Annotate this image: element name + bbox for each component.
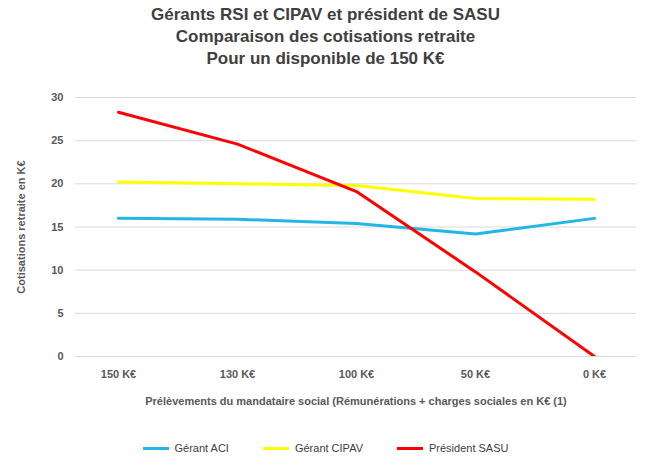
svg-text:10: 10 bbox=[51, 264, 63, 276]
svg-text:Prélèvements du mandataire soc: Prélèvements du mandataire social (Rémun… bbox=[145, 395, 567, 407]
svg-text:15: 15 bbox=[51, 221, 63, 233]
html-text:Président SASU: Président SASU bbox=[429, 442, 509, 454]
svg-text:30: 30 bbox=[51, 91, 63, 103]
svg-text:5: 5 bbox=[57, 307, 63, 319]
svg-text:150 K€: 150 K€ bbox=[101, 368, 136, 380]
html-text:Gérants RSI et CIPAV et présid: Gérants RSI et CIPAV et président de SAS… bbox=[151, 5, 500, 68]
svg-text:100 K€: 100 K€ bbox=[339, 368, 374, 380]
svg-text:20: 20 bbox=[51, 177, 63, 189]
svg-text:130 K€: 130 K€ bbox=[220, 368, 255, 380]
svg-text:Cotisations retraite en K€: Cotisations retraite en K€ bbox=[15, 160, 27, 293]
svg-text:50 K€: 50 K€ bbox=[461, 368, 490, 380]
svg-text:0 K€: 0 K€ bbox=[583, 368, 606, 380]
html-text:Gérant CIPAV: Gérant CIPAV bbox=[294, 442, 363, 454]
svg-text:25: 25 bbox=[51, 134, 63, 146]
svg-text:0: 0 bbox=[57, 350, 63, 362]
html-text:Gérant ACI: Gérant ACI bbox=[174, 442, 229, 454]
